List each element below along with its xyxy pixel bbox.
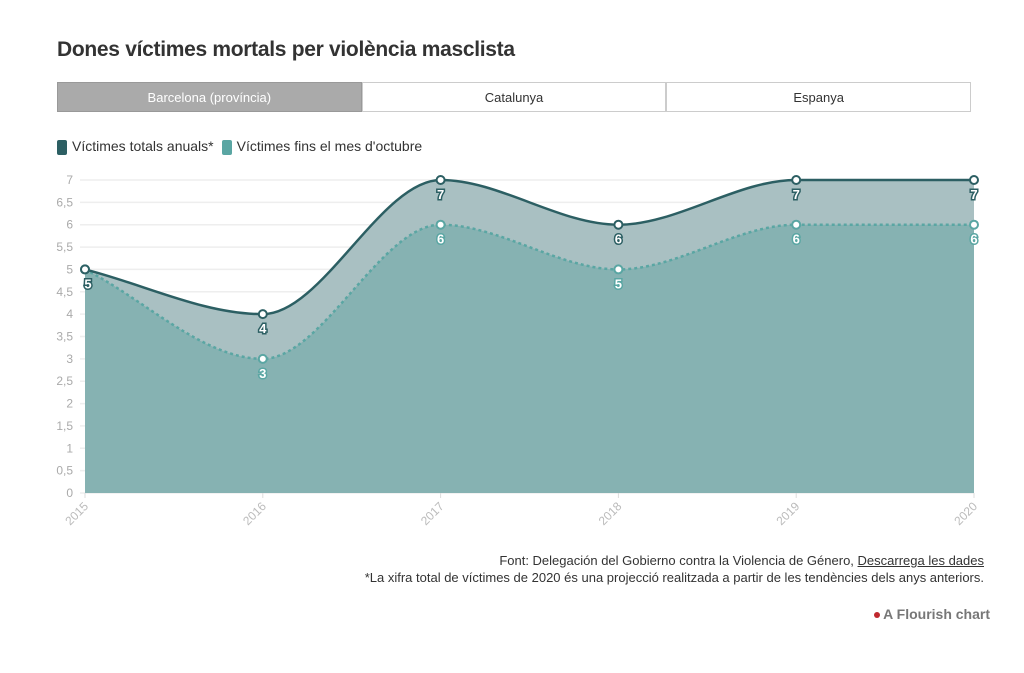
data-label: 7 [437, 187, 444, 202]
area-chart: 0 0,5 1 1,5 2 2,5 3 3,5 4 4,5 5 5,5 6 6,5 7 2015 2016 201… [56, 173, 980, 528]
data-point [613, 264, 624, 275]
area-october [85, 224, 974, 493]
y-tick-label: 1 [66, 441, 73, 455]
data-label: 3 [259, 366, 266, 381]
footnote: *La xifra total de víctimes de 2020 és u… [364, 570, 984, 585]
source-text: Font: Delegación del Gobierno contra la … [499, 553, 858, 568]
x-tick-label: 2017 [418, 499, 447, 528]
y-tick-label: 6,5 [56, 195, 73, 209]
legend-label: Víctimes fins el mes d'octubre [236, 138, 423, 154]
data-point [435, 175, 446, 185]
y-tick-label: 2 [66, 397, 73, 411]
y-tick-label: 5 [66, 262, 73, 276]
y-tick-label: 0 [66, 486, 73, 500]
region-tabs: Barcelona (província) Catalunya Espanya [57, 82, 972, 112]
data-label: 6 [615, 232, 622, 247]
y-tick-label: 4 [66, 307, 73, 321]
legend-swatch [221, 139, 232, 155]
x-tick-label: 2020 [951, 499, 980, 528]
y-tick-label: 7 [66, 173, 73, 187]
legend: Víctimes totals anuals* Víctimes fins el… [57, 138, 422, 155]
x-tick-label: 2016 [240, 499, 269, 528]
data-point [791, 219, 802, 230]
legend-item-october[interactable]: Víctimes fins el mes d'octubre [221, 138, 423, 155]
tab-barcelona[interactable]: Barcelona (província) [57, 82, 362, 112]
data-label: 7 [970, 187, 977, 202]
legend-swatch [57, 139, 67, 155]
data-label: 5 [84, 276, 91, 291]
y-tick-label: 2,5 [56, 374, 73, 388]
x-tick-label: 2018 [596, 499, 625, 528]
data-point [791, 175, 802, 185]
y-tick-label: 1,5 [56, 419, 73, 433]
data-label: 6 [970, 232, 977, 247]
line-october [84, 223, 974, 361]
data-label: 5 [615, 276, 622, 291]
line-total [84, 178, 974, 316]
y-tick-label: 4,5 [56, 285, 73, 299]
data-point [613, 219, 624, 230]
data-point [257, 353, 268, 364]
data-label: 6 [437, 232, 444, 247]
data-point [435, 219, 446, 230]
tab-espanya[interactable]: Espanya [666, 82, 972, 112]
data-point [969, 219, 979, 230]
chart-footer: Font: Delegación del Gobierno contra la … [365, 552, 984, 586]
x-tick-label: 2015 [62, 499, 91, 528]
legend-item-total[interactable]: Víctimes totals anuals* [57, 138, 214, 155]
flourish-logo-icon [874, 612, 881, 619]
data-label: 7 [793, 187, 800, 202]
data-point [257, 309, 268, 320]
tab-catalunya[interactable]: Catalunya [361, 82, 667, 112]
data-point [80, 264, 90, 275]
x-tick-label: 2019 [774, 499, 803, 528]
download-link[interactable]: Descarrega les dades [857, 553, 984, 568]
chart-title: Dones víctimes mortals per violència mas… [57, 38, 515, 61]
y-tick-label: 5,5 [56, 240, 73, 254]
data-label: 6 [793, 232, 800, 247]
data-label: 4 [259, 321, 267, 336]
credit-label: A Flourish chart [883, 606, 990, 622]
y-tick-label: 0,5 [56, 464, 73, 478]
y-tick-label: 6 [66, 218, 73, 232]
y-tick-label: 3,5 [56, 330, 73, 344]
y-tick-label: 3 [66, 352, 73, 366]
legend-label: Víctimes totals anuals* [72, 138, 214, 154]
data-point [969, 175, 979, 185]
flourish-credit[interactable]: A Flourish chart [874, 606, 990, 622]
